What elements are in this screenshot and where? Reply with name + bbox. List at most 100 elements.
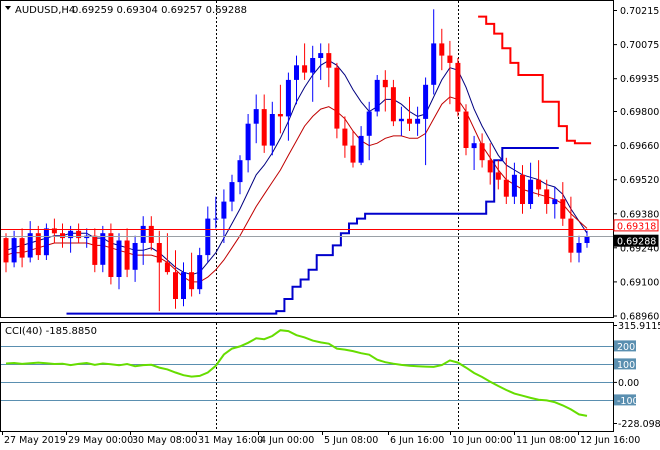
candle-body [503, 179, 509, 197]
price-tag-label: 0.69318 [617, 221, 656, 232]
candle-body [237, 160, 243, 183]
candle-body [148, 225, 154, 243]
candle [439, 28, 445, 71]
candle [132, 235, 138, 282]
candle-body [463, 111, 469, 148]
candle [100, 225, 106, 273]
dropdown-triangle-icon[interactable] [5, 6, 11, 10]
candle [35, 225, 41, 260]
symbol-label: AUDUSD,H4 [15, 5, 75, 16]
candle-body [294, 65, 299, 80]
candle [3, 233, 9, 273]
candle-body [35, 233, 41, 256]
price-tick-label: 0.68960 [620, 312, 659, 323]
candle-body [536, 179, 542, 190]
candle [261, 94, 267, 153]
candle [398, 106, 404, 136]
candle-body [173, 272, 178, 299]
candle [374, 75, 380, 117]
price-lines [1, 229, 613, 237]
candle [92, 228, 98, 273]
candle-body [43, 228, 49, 256]
candle [51, 218, 57, 243]
candle-body [197, 255, 203, 290]
candle [164, 233, 170, 275]
candle [487, 143, 493, 185]
time-tick-label: 31 May 16:00 [198, 435, 263, 446]
candle-body [11, 238, 17, 263]
price-pane [0, 0, 614, 318]
candle-body [382, 79, 388, 88]
candle-body [19, 238, 25, 258]
cci-series-line [5, 329, 588, 417]
candle [269, 101, 275, 156]
candle [108, 223, 114, 285]
session-separators [216, 1, 459, 431]
cci-axis: 315.9115 200 100 0.00 -100 -228.0981 [613, 321, 660, 430]
candle [584, 230, 590, 248]
candle [552, 187, 558, 219]
candle-body [245, 123, 251, 161]
candle [76, 223, 82, 243]
candle-body [439, 43, 445, 56]
candle [43, 223, 49, 260]
candle [148, 216, 154, 251]
cci-tick-label: -100 [617, 396, 639, 407]
candle-body [181, 272, 186, 299]
candle [511, 162, 517, 204]
candle-body [471, 143, 477, 149]
candle-body [285, 79, 291, 117]
time-tick-label: 10 Jun 00:00 [452, 435, 512, 446]
ohlc-label: 0.69259 0.69304 0.69257 0.69288 [72, 5, 247, 16]
candle-body [431, 43, 437, 85]
candle-body [455, 62, 461, 112]
candle-body [560, 199, 566, 219]
cci-tick-label: 200 [617, 342, 635, 353]
candle-body [366, 111, 372, 136]
time-tick-label: 11 Jun 08:00 [516, 435, 576, 446]
price-tag-label: 0.69288 [617, 237, 656, 248]
candle [447, 40, 453, 105]
candle [213, 196, 219, 229]
candle-body [253, 109, 259, 124]
cci-level-tag [614, 394, 636, 406]
candle [423, 77, 429, 166]
candle-body [334, 67, 340, 129]
candle-body [156, 243, 162, 263]
candle-body [415, 118, 421, 124]
cci-line [5, 329, 588, 417]
candle-body [568, 218, 574, 253]
candles [3, 9, 590, 312]
candle-body [374, 79, 380, 112]
time-tick-label: 5 Jun 08:00 [324, 435, 378, 446]
candle [197, 247, 203, 295]
candle-body [302, 65, 308, 73]
candle-body [189, 272, 195, 290]
candle-body [221, 201, 227, 219]
price-tick-label: 0.69520 [620, 175, 659, 186]
candle [326, 43, 332, 88]
cci-level-tag [614, 340, 636, 352]
candle [358, 126, 364, 166]
price-tick-label: 0.70075 [620, 40, 659, 51]
candle-body [261, 109, 267, 146]
price-tick-label: 0.70215 [620, 6, 659, 17]
candle-body [318, 53, 324, 58]
cci-title: CCI(40) -185.8850 [5, 326, 97, 337]
candle [350, 131, 356, 168]
candle [318, 43, 324, 80]
cci-tick-label: 100 [617, 360, 635, 371]
candle [229, 174, 235, 212]
candle [140, 216, 146, 265]
candle-body [269, 114, 275, 146]
candle [237, 155, 243, 195]
cci-tick-label: 315.9115 [618, 321, 660, 332]
candle [334, 62, 340, 139]
candle-body [60, 233, 65, 239]
candle [285, 72, 291, 141]
candle-body [584, 236, 590, 243]
candle [479, 133, 485, 168]
candle [302, 43, 308, 80]
price-tag-box [613, 234, 659, 247]
time-tick-label: 29 May 00:00 [68, 435, 133, 446]
